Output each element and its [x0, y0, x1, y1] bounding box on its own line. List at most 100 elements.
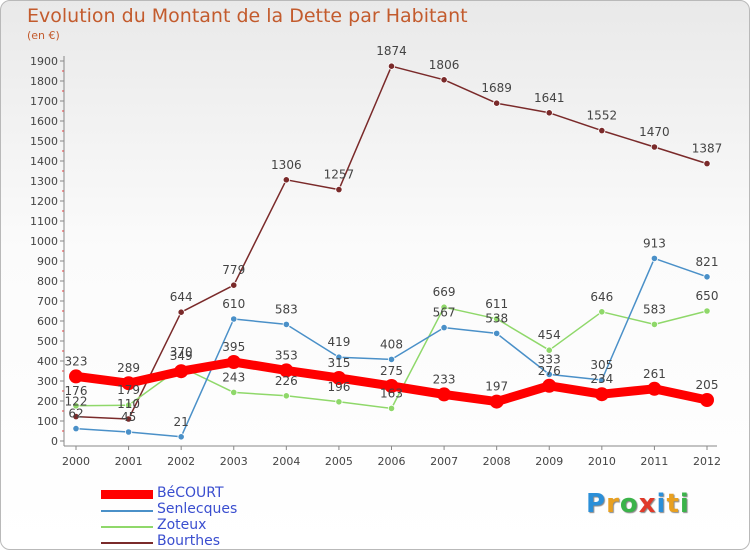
data-label: 276 [538, 364, 561, 378]
data-point [124, 401, 133, 409]
y-tick-label: 100 [37, 415, 58, 428]
data-label: 669 [433, 285, 456, 299]
data-label: 646 [590, 290, 613, 304]
data-point [598, 127, 606, 135]
y-tick-label: 300 [37, 375, 58, 388]
data-point [493, 329, 501, 337]
data-point [230, 281, 238, 289]
data-label: 567 [433, 306, 456, 320]
y-tick-label: 200 [37, 395, 58, 408]
y-tick-label: 400 [37, 355, 58, 368]
x-tick-label: 2008 [483, 455, 511, 468]
y-tick-label: 1600 [30, 115, 58, 128]
data-label: 1641 [534, 91, 565, 105]
data-label: 419 [327, 335, 350, 349]
data-label: 583 [643, 302, 666, 316]
chart-subtitle: (en €) [27, 29, 60, 42]
data-label: 163 [380, 386, 403, 400]
data-point [69, 369, 83, 384]
y-tick-label: 1900 [30, 55, 58, 68]
data-label: 243 [222, 370, 245, 384]
data-point [331, 371, 346, 385]
data-label: 21 [174, 415, 189, 429]
proxiti-logo: Proxiti [586, 489, 690, 519]
x-tick-label: 2012 [693, 455, 721, 468]
data-point [282, 320, 290, 328]
data-label: 1306 [271, 158, 302, 172]
data-label: 583 [275, 302, 298, 316]
legend-label: Senlecques [157, 501, 238, 517]
y-tick-label: 1300 [30, 175, 58, 188]
data-label: 349 [170, 349, 193, 363]
data-point [703, 160, 711, 168]
data-point [282, 392, 290, 400]
data-point [440, 76, 448, 84]
legend-label: Zoteux [157, 517, 207, 533]
chart-title: Evolution du Montant de la Dette par Hab… [27, 5, 468, 27]
data-label: 289 [117, 361, 140, 375]
y-tick-label: 1800 [30, 75, 58, 88]
x-tick-label: 2011 [640, 455, 668, 468]
y-tick-label: 800 [37, 275, 58, 288]
y-tick-label: 1100 [30, 215, 58, 228]
data-point [279, 363, 294, 378]
data-point [437, 387, 452, 402]
y-tick-label: 1500 [30, 135, 58, 148]
data-label: 408 [380, 337, 403, 351]
data-point [650, 320, 659, 328]
chart-axes: 0 100 200 300 400 500 600 700 800 900 1000 1100 1200… [30, 55, 721, 468]
data-point [545, 346, 553, 354]
legend-swatch [101, 526, 153, 528]
data-point [647, 381, 662, 396]
x-tick-label: 2010 [588, 455, 616, 468]
y-tick-label: 1200 [30, 195, 58, 208]
x-tick-label: 2009 [535, 455, 563, 468]
y-tick-label: 1700 [30, 95, 58, 108]
data-point [230, 315, 238, 323]
data-label: 1470 [639, 125, 670, 139]
data-point [282, 176, 290, 184]
data-label: 62 [68, 407, 83, 421]
data-label: 1552 [587, 109, 618, 123]
x-tick-label: 2001 [115, 455, 143, 468]
data-label: 610 [222, 297, 245, 311]
data-label: 821 [696, 255, 719, 269]
data-point [542, 378, 557, 393]
data-point [387, 404, 396, 412]
x-tick-label: 2002 [167, 455, 195, 468]
data-point [493, 99, 501, 107]
data-label: 234 [590, 372, 613, 386]
data-point [177, 433, 185, 441]
x-tick-label: 2000 [62, 455, 90, 468]
data-point [174, 364, 189, 379]
data-label: 611 [485, 297, 508, 311]
data-point [177, 308, 185, 316]
legend-swatch [101, 542, 153, 544]
data-point [440, 323, 448, 332]
y-tick-label: 700 [37, 295, 58, 308]
data-label: 305 [590, 358, 613, 372]
data-point [387, 62, 396, 70]
data-label: 275 [380, 364, 403, 378]
data-point [700, 393, 714, 407]
data-label: 261 [643, 367, 666, 381]
series-layer [69, 62, 714, 441]
data-label: 179 [117, 383, 140, 397]
data-label: 333 [538, 352, 561, 366]
x-tick-label: 2005 [325, 455, 353, 468]
data-label: 1257 [324, 168, 355, 182]
data-point [226, 355, 241, 369]
data-label: 110 [117, 397, 140, 411]
data-point [230, 388, 238, 396]
data-label: 454 [538, 328, 561, 342]
data-point [440, 303, 448, 311]
data-label: 205 [696, 378, 719, 392]
legend-swatch [101, 510, 153, 512]
data-point [594, 387, 609, 402]
data-point [335, 186, 343, 194]
x-tick-label: 2006 [378, 455, 406, 468]
data-label: 644 [170, 290, 193, 304]
data-point [545, 370, 553, 378]
